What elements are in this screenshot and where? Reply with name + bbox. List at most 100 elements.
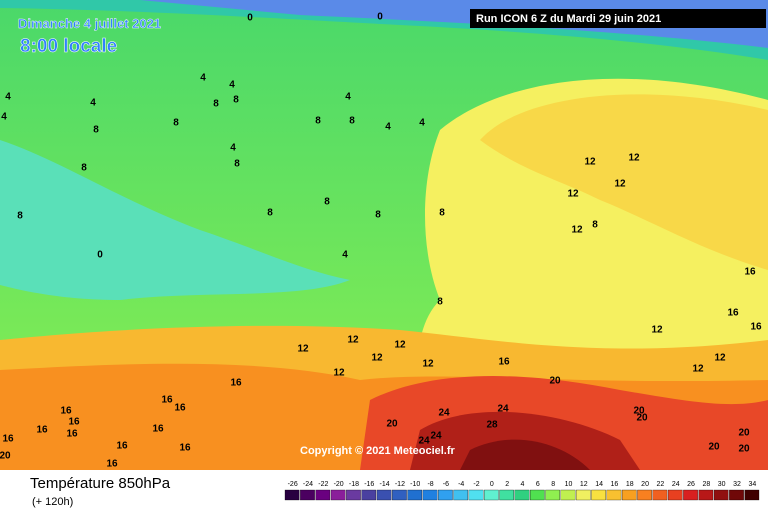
contour-label: 4 xyxy=(230,143,236,154)
contour-label: 8 xyxy=(233,95,239,106)
contour-label: 4 xyxy=(385,122,391,133)
contour-label: 24 xyxy=(438,408,450,419)
legend-swatch xyxy=(545,489,560,501)
contour-label: 24 xyxy=(418,436,430,447)
contour-label: 0 xyxy=(377,12,383,23)
contour-label: 8 xyxy=(375,210,381,221)
contour-label: 12 xyxy=(651,325,663,336)
contour-label: 16 xyxy=(179,443,191,454)
contour-label: 8 xyxy=(267,208,273,219)
contour-label: 20 xyxy=(386,419,398,430)
contour-label: 16 xyxy=(116,441,128,452)
contour-label: 20 xyxy=(0,451,11,462)
contour-label: 8 xyxy=(439,208,445,219)
run-banner xyxy=(470,9,766,28)
legend-swatch xyxy=(361,489,377,501)
legend-swatch xyxy=(346,489,361,501)
date: Dimanche 4 juillet 2021 xyxy=(18,16,161,31)
contour-label: 12 xyxy=(584,157,596,168)
contour-label: 12 xyxy=(628,153,640,164)
legend-label: -16 xyxy=(364,481,374,488)
contour-label: 8 xyxy=(213,99,219,110)
contour-label: 8 xyxy=(81,163,87,174)
legend-label: -8 xyxy=(427,481,433,488)
contour-label: 8 xyxy=(17,211,23,222)
contour-label: 0 xyxy=(97,250,103,261)
legend-swatch xyxy=(376,489,392,501)
legend-label: 26 xyxy=(687,481,695,488)
contour-label: 16 xyxy=(60,406,72,417)
footer-subtitle: (+ 120h) xyxy=(32,496,73,508)
contour-label: 4 xyxy=(419,118,425,129)
contour-label: 8 xyxy=(349,116,355,127)
contour-label: 24 xyxy=(430,431,442,442)
legend-label: -2 xyxy=(473,481,479,488)
legend-label: 18 xyxy=(626,481,634,488)
legend-label: 14 xyxy=(595,481,603,488)
legend-swatch xyxy=(484,489,499,501)
legend-label: 24 xyxy=(672,481,680,488)
legend-label: 32 xyxy=(733,481,741,488)
contour-label: 4 xyxy=(5,92,11,103)
contour-label: 8 xyxy=(173,118,179,129)
legend-label: 16 xyxy=(611,481,619,488)
contour-label: 24 xyxy=(497,404,509,415)
contour-label: 20 xyxy=(738,444,750,455)
contour-label: 12 xyxy=(347,335,359,346)
contour-label: 16 xyxy=(744,267,756,278)
legend-label: 22 xyxy=(657,481,665,488)
contour-label: 16 xyxy=(230,378,242,389)
legend-swatch xyxy=(530,489,545,501)
legend-swatch xyxy=(698,489,714,501)
contour-label: 20 xyxy=(549,376,561,387)
legend-label: 10 xyxy=(565,481,573,488)
legend-label: 8 xyxy=(551,481,555,488)
contour-label: 16 xyxy=(106,459,118,470)
legend-label: 2 xyxy=(505,481,509,488)
contour-label: 8 xyxy=(592,220,598,231)
legend-swatch xyxy=(330,489,346,501)
contour-label: 20 xyxy=(738,428,750,439)
legend-swatch xyxy=(744,489,760,501)
contour-label: 12 xyxy=(614,179,626,190)
contour-label: 8 xyxy=(93,125,99,136)
legend-swatch xyxy=(621,489,637,501)
contour-label: 12 xyxy=(394,340,406,351)
contour-label: 16 xyxy=(2,434,14,445)
copyright: Copyright © 2021 Meteociel.fr xyxy=(300,445,456,457)
contour-label: 4 xyxy=(90,98,96,109)
contour-label: 16 xyxy=(152,424,164,435)
legend-swatch xyxy=(575,489,591,501)
footer-title: Température 850hPa xyxy=(30,475,171,492)
contour-label: 16 xyxy=(66,429,78,440)
contour-label: 8 xyxy=(234,159,240,170)
legend-swatch xyxy=(560,489,576,501)
contour-label: 4 xyxy=(200,73,206,84)
legend-swatch xyxy=(315,489,331,501)
contour-label: 12 xyxy=(297,344,309,355)
contour-label: 8 xyxy=(324,197,330,208)
contour-label: 16 xyxy=(68,417,80,428)
legend-label: 0 xyxy=(490,481,494,488)
contour-label: 16 xyxy=(498,357,510,368)
legend-label: 12 xyxy=(580,481,588,488)
contour-label: 12 xyxy=(692,364,704,375)
contour-label: 12 xyxy=(567,189,579,200)
contour-label: 20 xyxy=(636,413,648,424)
contour-label: 12 xyxy=(422,359,434,370)
legend-swatch xyxy=(438,489,453,501)
contour-label: 8 xyxy=(315,116,321,127)
contour-label: 16 xyxy=(161,395,173,406)
legend-swatch xyxy=(422,489,438,501)
contour-label: 20 xyxy=(708,442,720,453)
color-legend: -26 -24 -22 -20 -18 -16 -14 -12 -10 -8 -6 -4 -2 0 2 4 6 8… xyxy=(284,481,760,501)
legend-label: -6 xyxy=(443,481,449,488)
legend-label: -26 xyxy=(288,481,298,488)
contour-label: 4 xyxy=(345,92,351,103)
contour-label: 0 xyxy=(247,13,253,24)
run-info: Run ICON 6 Z du Mardi 29 juin 2021 xyxy=(476,13,661,25)
legend-label: 6 xyxy=(536,481,540,488)
contour-label: 16 xyxy=(174,403,186,414)
